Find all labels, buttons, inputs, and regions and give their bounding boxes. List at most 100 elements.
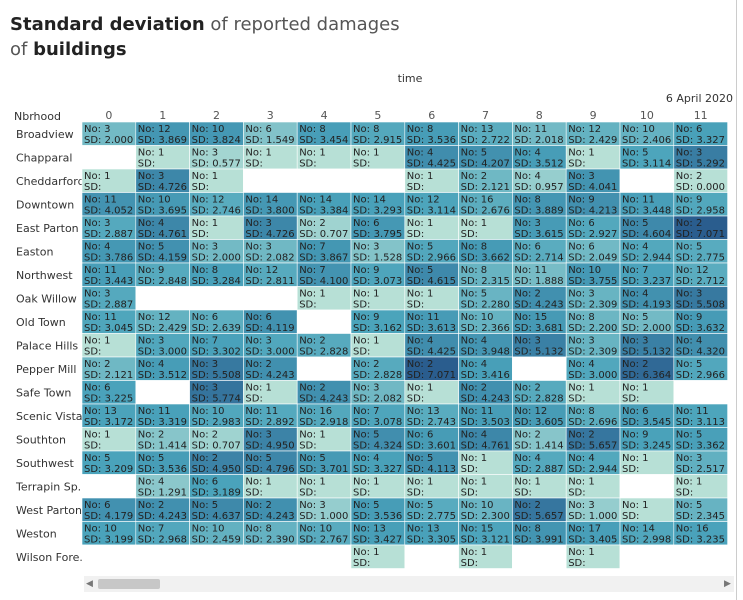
- cell-count-label: No: 7: [138, 524, 165, 535]
- cell-count-label: No: 3: [192, 148, 219, 159]
- cell-count-label: No: 12: [245, 265, 278, 276]
- cell-count-label: No: 4: [461, 359, 488, 370]
- cell-count-label: No: 3: [676, 453, 703, 464]
- cell-count-label: No: 12: [568, 124, 601, 135]
- cell-sd-label: SD: 2.714: [514, 253, 563, 264]
- cell-sd-label: SD: 2.300: [461, 511, 510, 522]
- cell-count-label: No: 2: [514, 289, 541, 300]
- cell-sd-label: SD: 4.243: [138, 511, 187, 522]
- cell-sd-label: SD: 3.319: [138, 417, 187, 428]
- cell-count-label: No: 3: [676, 289, 703, 300]
- cell-count-label: No: 11: [84, 265, 117, 276]
- cell-sd-label: SD: 6.364: [622, 370, 671, 381]
- cell-sd-label: SD: 3.512: [514, 159, 563, 170]
- row-header-label: Nbrhood: [14, 110, 61, 123]
- cell-sd-label: SD: 2.406: [622, 135, 671, 146]
- cell-count-label: No: 10: [461, 500, 494, 511]
- cell-sd-label: SD: 4.796: [245, 464, 294, 475]
- cell-sd-label: SD: 2.639: [192, 323, 241, 334]
- heatmap-cell: [243, 286, 298, 311]
- cell-count-label: No: 8: [245, 524, 272, 535]
- cell-count-label: No: 6: [245, 124, 272, 135]
- cell-count-label: No: 4: [461, 336, 488, 347]
- row-label: Oak Willow: [16, 293, 77, 306]
- cell-sd-label: SD: 7.071: [407, 370, 456, 381]
- cell-sd-label: SD: 1.000: [568, 511, 617, 522]
- heatmap-cell: [619, 544, 675, 569]
- cell-sd-label: SD:: [84, 182, 101, 193]
- cell-count-label: No: 3: [245, 218, 272, 229]
- row-label: West Parton: [16, 504, 82, 517]
- cell-sd-label: SD: 4.119: [245, 323, 294, 334]
- cell-sd-label: SD:: [299, 441, 316, 452]
- cell-count-label: No: 3: [568, 500, 595, 511]
- cell-count-label: No: 1: [461, 218, 488, 229]
- cell-sd-label: SD:: [622, 511, 639, 522]
- cell-sd-label: SD:: [622, 464, 639, 475]
- cell-count-label: No: 9: [353, 265, 380, 276]
- cell-count-label: No: 1: [407, 218, 434, 229]
- row-label: Terrapin Sp..: [15, 481, 85, 494]
- cell-count-label: No: 1: [568, 477, 595, 488]
- cell-count-label: No: 8: [514, 524, 541, 535]
- title-emphasis-2: buildings: [33, 39, 127, 60]
- cell-sd-label: SD: 5.657: [568, 441, 617, 452]
- scroll-left-icon[interactable]: ◀: [86, 579, 93, 589]
- cell-sd-label: SD: 1.291: [138, 488, 187, 499]
- cell-sd-label: SD: 2.958: [676, 206, 725, 217]
- heatmap-cell: [135, 286, 190, 311]
- cell-sd-label: SD: 2.944: [622, 253, 671, 264]
- cell-sd-label: SD:: [407, 300, 424, 311]
- cell-count-label: No: 2: [622, 359, 649, 370]
- cell-sd-label: SD: 3.114: [407, 206, 456, 217]
- cell-sd-label: SD: 2.743: [407, 417, 456, 428]
- cell-count-label: No: 6: [353, 218, 380, 229]
- cell-count-label: No: 6: [407, 430, 434, 441]
- cell-count-label: No: 2: [138, 430, 165, 441]
- cell-sd-label: SD: 5.132: [514, 347, 563, 358]
- cell-sd-label: SD: 4.159: [138, 253, 187, 264]
- cell-sd-label: SD: 2.000: [84, 135, 133, 146]
- cell-count-label: No: 10: [84, 524, 117, 535]
- cell-count-label: No: 4: [138, 477, 165, 488]
- cell-count-label: No: 4: [407, 336, 434, 347]
- cell-count-label: No: 11: [622, 195, 655, 206]
- cell-sd-label: SD: 3.293: [353, 206, 402, 217]
- cell-count-label: No: 7: [299, 265, 326, 276]
- horizontal-scrollbar[interactable]: [84, 576, 734, 592]
- cell-count-label: No: 4: [568, 359, 595, 370]
- cell-count-label: No: 3: [676, 148, 703, 159]
- heatmap-cell: [135, 544, 190, 569]
- cell-sd-label: SD:: [676, 488, 693, 499]
- cell-sd-label: SD: 2.848: [138, 276, 187, 287]
- cell-count-label: No: 11: [461, 406, 494, 417]
- heatmap-cell: [135, 380, 190, 405]
- row-label: East Parton: [16, 222, 79, 235]
- cell-sd-label: SD: 3.405: [568, 535, 617, 546]
- row-label: Northwest: [16, 269, 73, 282]
- cell-sd-label: SD: 2.082: [353, 394, 402, 405]
- cell-count-label: No: 6: [192, 477, 219, 488]
- cell-sd-label: SD: 3.889: [514, 206, 563, 217]
- cell-count-label: No: 1: [192, 218, 219, 229]
- heatmap-cell: [619, 168, 675, 193]
- cell-sd-label: SD: 3.078: [353, 417, 402, 428]
- cell-count-label: No: 1: [84, 171, 111, 182]
- cell-sd-label: SD: 2.927: [568, 229, 617, 240]
- cell-sd-label: SD: 2.966: [407, 253, 456, 264]
- cell-count-label: No: 1: [568, 383, 595, 394]
- cell-count-label: No: 12: [138, 124, 171, 135]
- cell-count-label: No: 1: [407, 289, 434, 300]
- row-label: Scenic Vista: [16, 410, 83, 423]
- heatmap-cell: [296, 356, 352, 381]
- cell-sd-label: SD: 3.681: [514, 323, 563, 334]
- cell-sd-label: SD: 4.052: [84, 206, 133, 217]
- cell-sd-label: SD: 3.824: [192, 135, 241, 146]
- cell-sd-label: SD: 1.888: [514, 276, 563, 287]
- cell-count-label: No: 4: [407, 148, 434, 159]
- cell-sd-label: SD:: [568, 488, 585, 499]
- scrollbar-thumb[interactable]: [98, 579, 160, 589]
- scroll-right-icon[interactable]: ▶: [724, 579, 731, 589]
- cell-count-label: No: 10: [138, 195, 171, 206]
